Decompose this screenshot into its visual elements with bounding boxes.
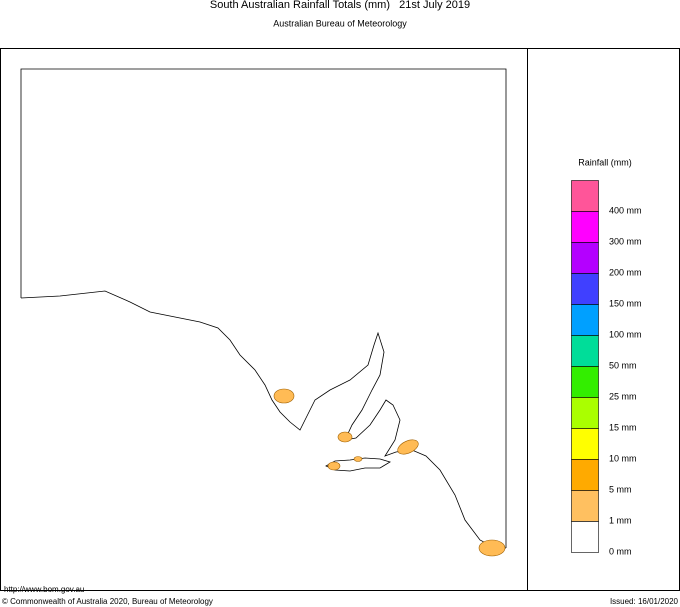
legend-swatch <box>571 521 599 553</box>
legend-swatch <box>571 459 599 491</box>
title: South Australian Rainfall Totals (mm) 21… <box>210 0 470 11</box>
legend-label: 100 mm <box>609 329 642 339</box>
legend-swatch <box>571 273 599 305</box>
legend-label: 1 mm <box>609 515 632 525</box>
rain-area <box>478 539 506 557</box>
coastline <box>20 290 506 549</box>
legend-swatch <box>571 490 599 522</box>
rain-area <box>337 431 353 443</box>
legend-label: 0 mm <box>609 546 632 556</box>
legend-label: 150 mm <box>609 298 642 308</box>
footer-issued: Issued: 16/01/2020 <box>610 597 679 606</box>
legend-label: 200 mm <box>609 267 642 277</box>
legend-swatch <box>571 335 599 367</box>
map <box>20 68 507 549</box>
legend-title: Rainfall (mm) <box>578 157 632 167</box>
state-border <box>20 68 507 548</box>
legend-swatch <box>571 180 599 212</box>
subtitle: Australian Bureau of Meteorology <box>273 18 407 28</box>
legend-label: 50 mm <box>609 360 637 370</box>
legend-swatch <box>571 428 599 460</box>
footer-copyright: © Commonwealth of Australia 2020, Bureau… <box>2 597 213 606</box>
legend-label: 10 mm <box>609 453 637 463</box>
legend-swatch <box>571 304 599 336</box>
legend-label: 5 mm <box>609 484 632 494</box>
legend-label: 300 mm <box>609 236 642 246</box>
legend-label: 15 mm <box>609 422 637 432</box>
footer-url: http://www.bom.gov.au <box>4 585 84 594</box>
legend-swatch <box>571 242 599 274</box>
legend-label: 25 mm <box>609 391 637 401</box>
legend: 400 mm 300 mm 200 mm 150 mm 100 mm 50 mm 25 mm… <box>571 180 642 556</box>
legend-swatch <box>571 397 599 429</box>
rain-area <box>353 456 363 462</box>
legend-swatch <box>571 366 599 398</box>
rain-area <box>397 439 419 455</box>
rain-areas <box>273 388 506 557</box>
kangaroo-island <box>325 457 391 472</box>
rain-area <box>327 461 341 471</box>
legend-label: 400 mm <box>609 205 642 215</box>
rain-area <box>273 388 295 404</box>
legend-swatch <box>571 211 599 243</box>
